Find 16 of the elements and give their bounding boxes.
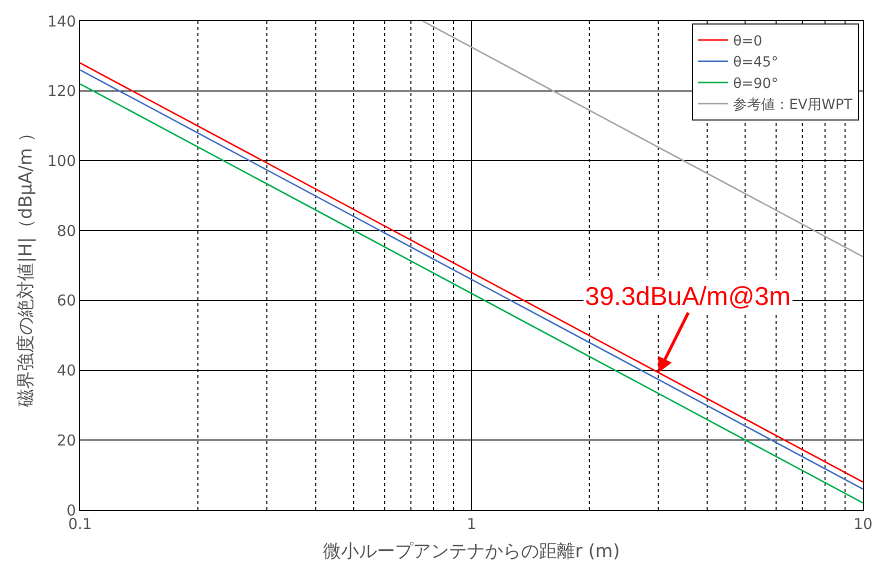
legend-label: 参考値：EV用WPT [733, 97, 853, 114]
y-tick-label: 100 [47, 152, 76, 170]
x-axis-title: 微小ループアンテナからの距離r (m) [323, 541, 620, 562]
legend-label: θ=90° [733, 76, 778, 92]
annotation: 39.3dBuA/m@3m [585, 281, 791, 311]
x-tick-label: 1 [466, 515, 476, 533]
y-tick-label: 120 [47, 82, 76, 100]
x-tick-label: 10 [853, 515, 873, 533]
y-axis-title: 磁界強度の絶対値|H|（dBμA/m ） [16, 124, 37, 408]
y-tick-label: 20 [56, 431, 76, 450]
legend-label: θ=0 [733, 34, 762, 50]
y-tick-label: 80 [56, 222, 76, 240]
y-tick-label: 40 [56, 362, 76, 380]
y-tick-label: 140 [47, 12, 76, 30]
legend-label: θ=45° [733, 54, 778, 71]
y-tick-label: 60 [56, 292, 76, 310]
